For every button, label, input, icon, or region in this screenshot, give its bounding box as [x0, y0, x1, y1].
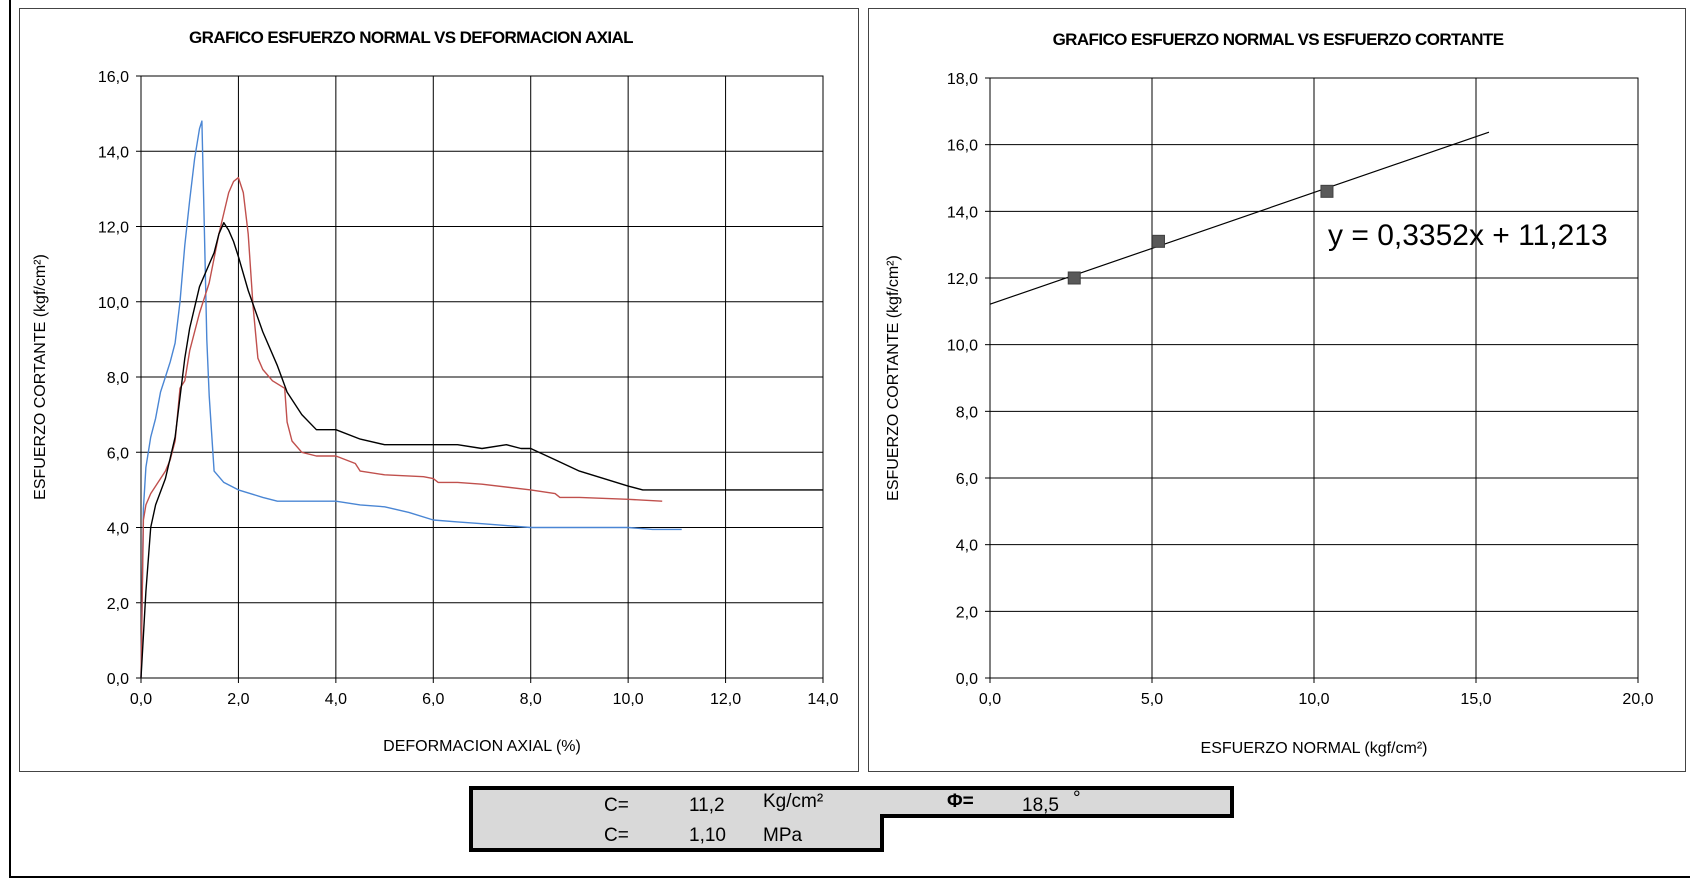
trendline-equation: y = 0,3352x + 11,213 [1328, 219, 1608, 252]
data-point [1067, 271, 1081, 285]
results-row-2 [469, 814, 884, 852]
x-tick-label: 15,0 [1460, 691, 1491, 708]
x-tick-label: 0,0 [130, 691, 152, 708]
y-tick-label: 16,0 [947, 138, 978, 155]
x-axis-label: ESFUERZO NORMAL (kgf/cm²) [1201, 740, 1428, 757]
y-tick-label: 4,0 [956, 538, 978, 555]
strength-envelope-panel: GRAFICO ESFUERZO NORMAL VS ESFUERZO CORT… [868, 8, 1686, 772]
y-axis-label: ESFUERZO CORTANTE (kgf/cm²) [32, 254, 49, 500]
series-line-3 [140, 222, 823, 679]
x-tick-label: 5,0 [1141, 691, 1163, 708]
plot-area [989, 77, 1639, 679]
y-tick-label: 0,0 [107, 671, 129, 688]
cohesion-label: C= [604, 795, 629, 816]
y-tick-label: 8,0 [107, 370, 129, 387]
y-tick-label: 16,0 [98, 69, 129, 86]
x-tick-label: 6,0 [422, 691, 444, 708]
chart-title: GRAFICO ESFUERZO NORMAL VS DEFORMACION A… [189, 28, 633, 47]
y-tick-label: 10,0 [947, 338, 978, 355]
y-tick-label: 2,0 [956, 604, 978, 621]
x-axis-label: DEFORMACION AXIAL (%) [383, 738, 581, 755]
y-tick-label: 8,0 [956, 404, 978, 421]
x-tick-label: 10,0 [1298, 691, 1329, 708]
data-point [1320, 184, 1334, 198]
x-tick-label: 0,0 [979, 691, 1001, 708]
plot-area [140, 75, 824, 679]
y-tick-label: 12,0 [98, 220, 129, 237]
x-tick-label: 20,0 [1622, 691, 1653, 708]
strength-envelope-chart: GRAFICO ESFUERZO NORMAL VS ESFUERZO CORT… [885, 30, 1654, 757]
y-tick-label: 10,0 [98, 295, 129, 312]
y-tick-label: 14,0 [98, 144, 129, 161]
cohesion-unit: Kg/cm² [763, 791, 824, 812]
y-tick-label: 2,0 [107, 596, 129, 613]
cohesion-value: 11,2 [689, 795, 725, 816]
cohesion-mpa-label: C= [604, 825, 629, 846]
x-tick-label: 14,0 [807, 691, 838, 708]
y-tick-label: 4,0 [107, 521, 129, 538]
x-tick-label: 2,0 [227, 691, 249, 708]
y-tick-label: 12,0 [947, 271, 978, 288]
x-tick-label: 8,0 [520, 691, 542, 708]
deformation-chart-panel: GRAFICO ESFUERZO NORMAL VS DEFORMACION A… [19, 8, 859, 772]
deformation-chart: GRAFICO ESFUERZO NORMAL VS DEFORMACION A… [32, 28, 839, 755]
cohesion-mpa-unit: MPa [763, 825, 803, 846]
y-tick-label: 6,0 [956, 471, 978, 488]
friction-angle-unit: ° [1073, 788, 1081, 809]
series-line-1 [140, 120, 682, 679]
friction-angle-label: Φ= [947, 791, 974, 812]
x-tick-label: 12,0 [710, 691, 741, 708]
y-axis-label: ESFUERZO CORTANTE (kgf/cm²) [885, 255, 902, 501]
sheet-frame [9, 0, 1690, 878]
friction-angle-value: 18,5 [1022, 795, 1059, 816]
x-tick-label: 4,0 [325, 691, 347, 708]
data-point [1151, 234, 1165, 248]
y-tick-label: 0,0 [956, 671, 978, 688]
x-tick-label: 10,0 [613, 691, 644, 708]
cohesion-mpa-value: 1,10 [689, 825, 726, 846]
y-tick-label: 18,0 [947, 71, 978, 88]
chart-title: GRAFICO ESFUERZO NORMAL VS ESFUERZO CORT… [1053, 30, 1504, 49]
y-tick-label: 6,0 [107, 445, 129, 462]
y-tick-label: 14,0 [947, 204, 978, 221]
